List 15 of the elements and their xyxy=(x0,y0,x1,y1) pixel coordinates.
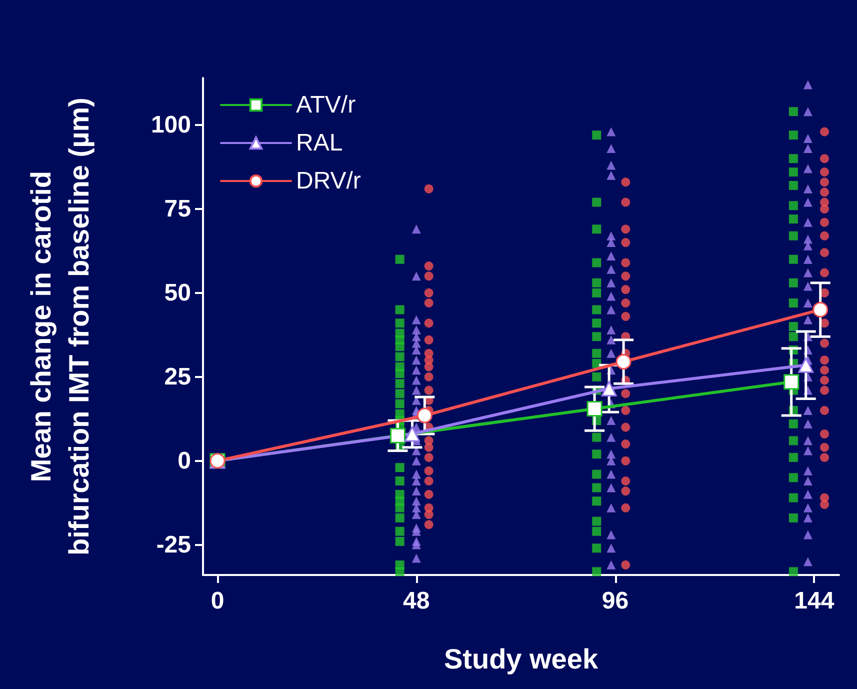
y-tick-label: 75 xyxy=(164,195,191,222)
x-tick-label: 144 xyxy=(794,588,835,614)
x-axis-title: Study week xyxy=(444,644,598,674)
legend-label: ATV/r xyxy=(296,92,356,118)
y-tick-label: 50 xyxy=(164,279,191,306)
y-tick-label: 100 xyxy=(150,112,191,139)
x-tick-label: 96 xyxy=(602,588,629,614)
legend-label: DRV/r xyxy=(296,168,361,194)
x-tick-label: 48 xyxy=(403,588,430,614)
y-tick-label: 0 xyxy=(178,447,191,474)
y-tick-label: 25 xyxy=(164,363,191,390)
y-axis-title: Mean change in carotid bifurcation IMT from baseline (µm) xyxy=(26,98,94,556)
x-tick-label: 0 xyxy=(210,588,224,614)
y-tick-label: -25 xyxy=(156,531,191,558)
legend-label: RAL xyxy=(296,130,343,156)
